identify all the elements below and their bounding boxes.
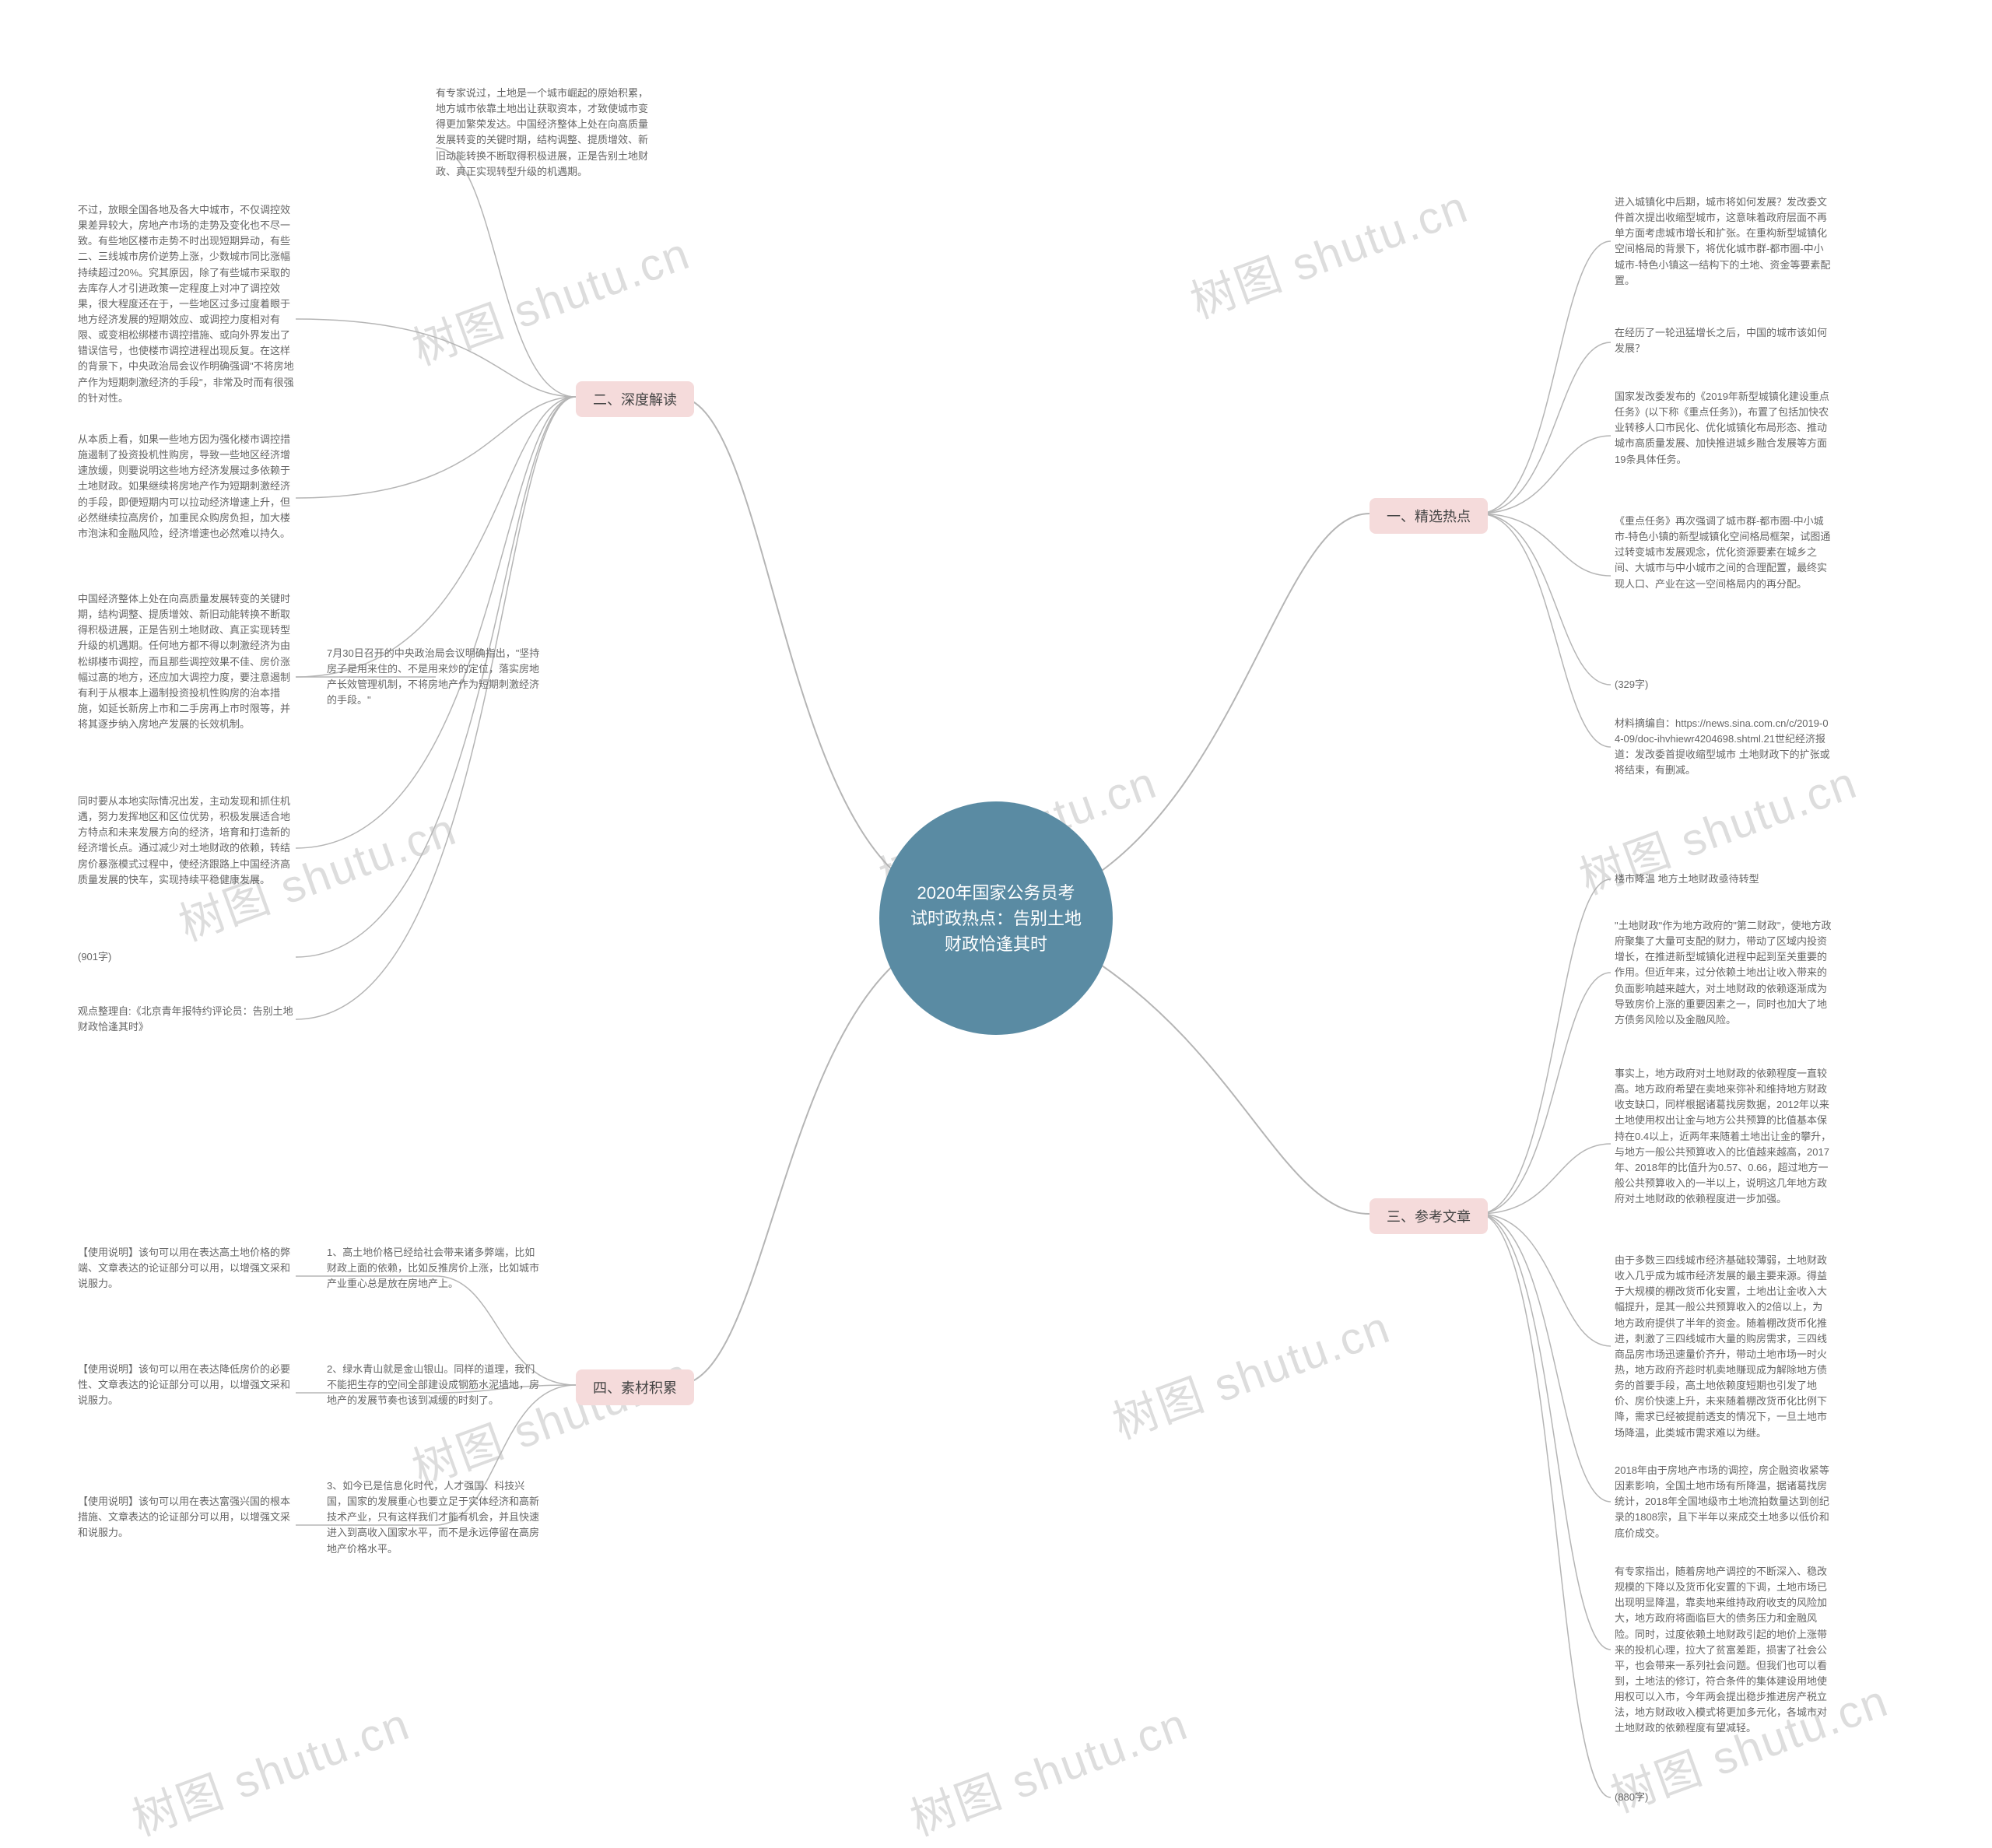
- branch-1: 一、精选热点: [1370, 498, 1488, 534]
- leaf-b3-1: "土地财政"作为地方政府的"第二财政"，使地方政府聚集了大量可支配的财力，带动了…: [1615, 918, 1832, 1028]
- leaf-b1-6: 材料摘编自：https://news.sina.com.cn/c/2019-04…: [1615, 716, 1832, 779]
- leaf-b2-2: 从本质上看，如果一些地方因为强化楼市调控措施遏制了投资投机性购房，导致一些地区经…: [78, 432, 296, 542]
- leaf-b2-3: 中国经济整体上处在向高质量发展转变的关键时期，结构调整、提质增效、新旧动能转换不…: [78, 591, 296, 732]
- leaf-b1-5: (329字): [1615, 677, 1648, 693]
- leaf-b1-2: 在经历了一轮迅猛增长之后，中国的城市该如何发展？: [1615, 325, 1832, 356]
- watermark: 树图 shutu.cn: [122, 1688, 418, 1848]
- leaf-b2-6: 观点整理自:《北京青年报特约评论员：告别土地财政恰逢其时》: [78, 1004, 296, 1035]
- leaf-b4-3: 3、如今已是信息化时代，人才强国、科技兴国，国家的发展重心也要立足于实体经济和高…: [327, 1478, 545, 1557]
- watermark: 树图 shutu.cn: [402, 217, 698, 378]
- leaf-b2-0: 有专家说过，土地是一个城市崛起的原始积累，地方城市依靠土地出让获取资本，才致使城…: [436, 86, 654, 180]
- leaf-b4-1u: 【使用说明】该句可以用在表达高土地价格的弊端、文章表达的论证部分可以用，以增强文…: [78, 1245, 296, 1292]
- leaf-b3-2: 事实上，地方政府对土地财政的依赖程度一直较高。地方政府希望在卖地来弥补和维持地方…: [1615, 1066, 1832, 1207]
- leaf-b3-4: 2018年由于房地产市场的调控，房企融资收紧等因素影响，全国土地市场有所降温，据…: [1615, 1463, 1832, 1541]
- leaf-b2-5: (901字): [78, 949, 111, 965]
- leaf-b2-1: 不过，放眼全国各地及各大中城市，不仅调控效果差异较大，房地产市场的走势及变化也不…: [78, 202, 296, 406]
- leaf-b2-4: 同时要从本地实际情况出发，主动发现和抓住机遇，努力发挥地区和区位优势，积极发展适…: [78, 794, 296, 888]
- leaf-b1-3: 国家发改委发布的《2019年新型城镇化建设重点任务》(以下称《重点任务》)，布置…: [1615, 389, 1832, 468]
- branch-3: 三、参考文章: [1370, 1198, 1488, 1234]
- watermark: 树图 shutu.cn: [1103, 1291, 1398, 1452]
- center-node: 2020年国家公务员考试时政热点：告别土地财政恰逢其时: [879, 801, 1113, 1035]
- branch-4: 四、素材积累: [576, 1369, 694, 1405]
- leaf-b3-3: 由于多数三四线城市经济基础较薄弱，土地财政收入几乎成为城市经济发展的最主要来源。…: [1615, 1253, 1832, 1441]
- leaf-b3-5: 有专家指出，随着房地产调控的不断深入、稳改规模的下降以及货币化安置的下调，土地市…: [1615, 1564, 1832, 1737]
- leaf-b4-3u: 【使用说明】该句可以用在表达富强兴国的根本措施、文章表达的论证部分可以用，以增强…: [78, 1494, 296, 1541]
- center-title: 2020年国家公务员考试时政热点：告别土地财政恰逢其时: [910, 880, 1082, 957]
- watermark: 树图 shutu.cn: [1180, 170, 1476, 331]
- watermark: 树图 shutu.cn: [900, 1688, 1196, 1848]
- leaf-b1-4: 《重点任务》再次强调了城市群-都市圈-中小城市-特色小镇的新型城镇化空间格局框架…: [1615, 514, 1832, 592]
- leaf-b4-2u: 【使用说明】该句可以用在表达降低房价的必要性、文章表达的论证部分可以用，以增强文…: [78, 1362, 296, 1408]
- leaf-b4-2: 2、绿水青山就是金山银山。同样的道理，我们不能把生存的空间全部建设成钢筋水泥墙地…: [327, 1362, 545, 1408]
- leaf-b3-6: (880字): [1615, 1790, 1648, 1805]
- leaf-b1-1: 进入城镇化中后期，城市将如何发展？发改委文件首次提出收缩型城市，这意味着政府层面…: [1615, 195, 1832, 289]
- leaf-b2-3b: 7月30日召开的中央政治局会议明确指出，"坚持房子是用来住的、不是用来炒的定位，…: [327, 646, 545, 709]
- leaf-b3-0: 楼市降温 地方土地财政亟待转型: [1615, 871, 1759, 887]
- branch-2: 二、深度解读: [576, 381, 694, 417]
- leaf-b4-1: 1、高土地价格已经给社会带来诸多弊端，比如财政上面的依赖，比如反推房价上涨，比如…: [327, 1245, 545, 1292]
